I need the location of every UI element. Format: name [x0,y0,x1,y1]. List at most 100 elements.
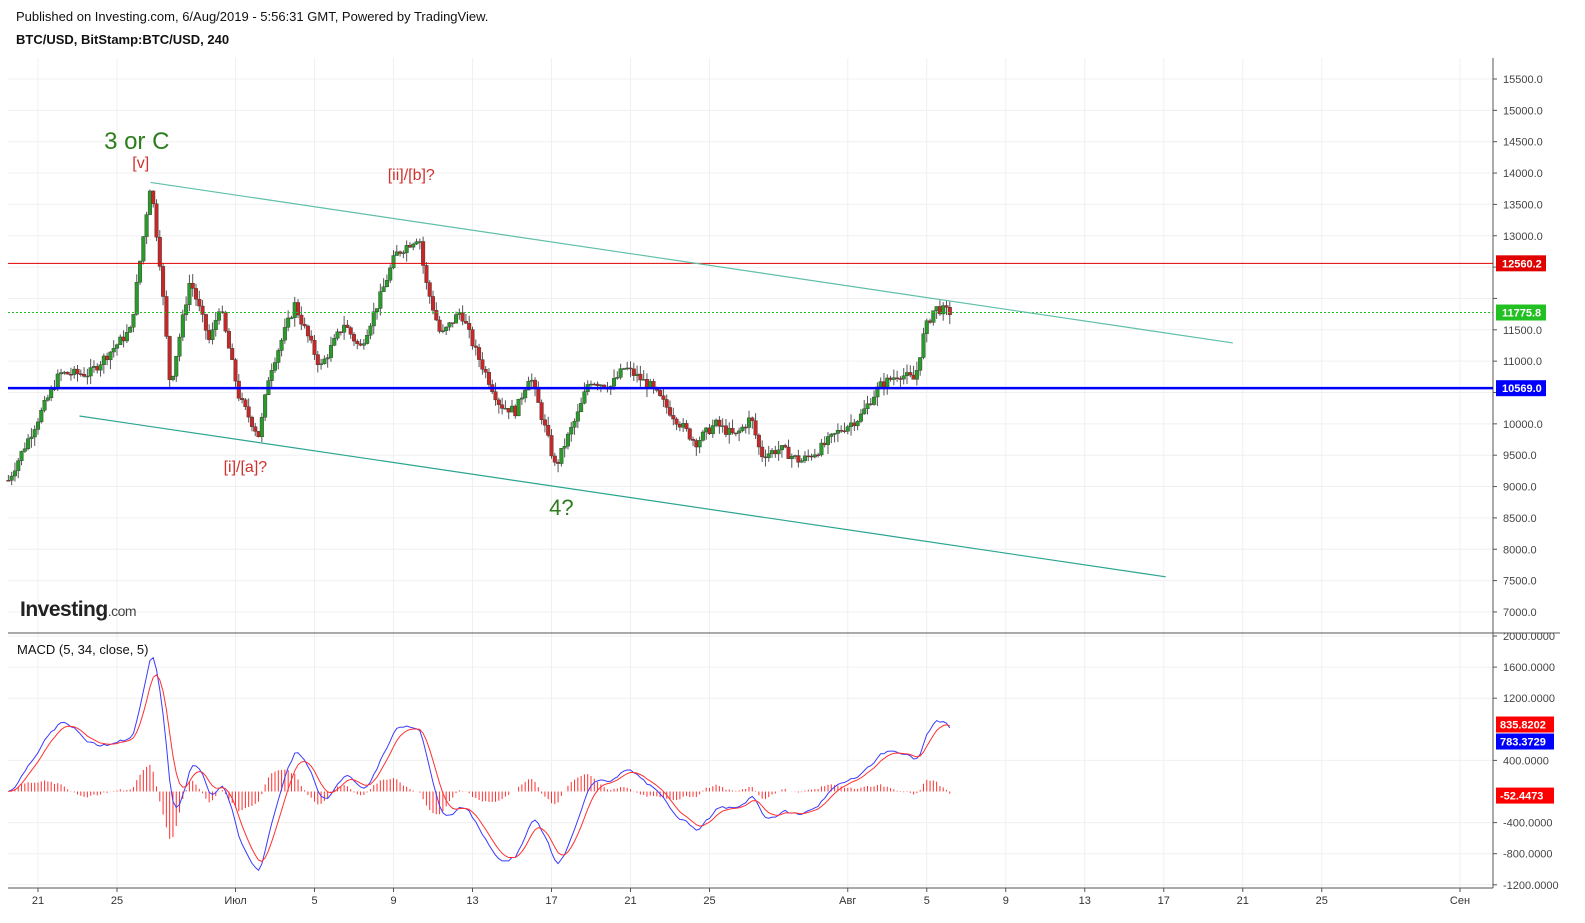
price-tick-label: 10000.0 [1503,419,1543,431]
candle [118,336,123,345]
wave-annotation[interactable]: [i]/[a]? [223,458,268,476]
x-tick-label: Июл [224,895,246,907]
macd-value-label: 835.8202 [1500,720,1546,732]
candle [582,391,587,404]
candle [22,448,27,452]
wave-annotation[interactable]: [v] [132,154,150,172]
price-tick-label: 11500.0 [1503,325,1542,337]
candle [460,312,465,322]
candle [595,383,600,386]
candle [816,454,821,456]
candle [42,400,47,411]
candle [806,455,811,458]
candle [348,327,353,335]
candle [621,368,626,370]
candle [839,429,844,432]
price-tick-label: 7500.0 [1503,576,1537,588]
price-label-bg [1496,380,1546,397]
candle [328,345,333,358]
candle [799,460,804,463]
macd-tick-label: 1200.0000 [1503,693,1555,705]
candle [193,288,198,300]
candle [786,446,791,460]
macd-indicator-label[interactable]: MACD (5, 34, close, 5) [17,642,149,657]
candle [253,426,258,432]
x-tick-label: Авг [839,895,856,907]
candle [9,475,14,481]
candle [335,331,340,339]
candle [338,331,343,334]
candle [213,320,218,330]
wave-annotation[interactable]: [ii]/[b]? [387,167,435,185]
candle [826,436,831,445]
price-level-label: 11775.8 [1502,308,1541,320]
macd-tick-label: 2000.0000 [1503,631,1555,643]
signal-line [8,674,950,862]
candle [714,419,719,426]
candle [872,396,877,405]
x-tick-label: 25 [1316,895,1328,907]
candle [78,373,83,375]
wave-annotation[interactable]: 3 or C [104,127,170,155]
candle [39,410,44,423]
candle [704,427,709,433]
channel-trendline [150,181,1233,344]
candle [677,424,682,428]
candle [631,368,636,376]
candle [309,335,314,341]
macd-tick-label: -1200.0000 [1503,880,1559,892]
candle [256,431,261,438]
candle [947,307,952,315]
candle [6,480,11,482]
price-level-label: 12560.2 [1502,258,1542,270]
candle [592,383,597,386]
candle [855,421,860,427]
candle [556,462,561,464]
candle [286,317,291,328]
candle [572,420,577,428]
candle [440,330,445,332]
symbol-title: BTC/USD, BitStamp:BTC/USD, 240 [16,32,230,47]
candle [486,372,491,385]
candle [111,348,116,353]
candle [16,460,21,472]
x-tick-label: 13 [1079,895,1091,907]
candle [727,428,732,435]
candle [282,327,287,341]
price-tick-label: 9000.0 [1503,482,1537,494]
candle [375,308,380,312]
wave-annotation[interactable]: 4? [549,495,574,521]
candle [151,190,156,204]
candle [381,286,386,292]
candle [55,373,60,390]
macd-value-label-bg [1496,716,1554,733]
candle [365,334,370,344]
x-tick-label: 17 [1158,895,1170,907]
candle [249,416,254,427]
candle [773,450,778,455]
candle [740,426,745,432]
x-tick-label: 25 [703,895,715,907]
price-tick-label: 14000.0 [1503,168,1543,180]
candle [59,372,64,375]
candle [542,419,547,426]
candle [36,421,41,430]
x-tick-label: Сен [1450,895,1470,907]
candle [638,373,643,381]
candle [565,433,570,447]
candle [668,407,673,416]
candle [849,422,854,427]
candle [529,379,534,382]
candle [779,445,784,451]
candle [546,424,551,436]
candle [276,350,281,363]
candle [928,320,933,323]
candle [263,394,268,418]
candle [500,404,505,409]
candle [138,260,143,283]
candle [924,320,929,334]
x-tick-label: 17 [545,895,557,907]
x-tick-label: 5 [924,895,930,907]
candle [131,314,136,328]
